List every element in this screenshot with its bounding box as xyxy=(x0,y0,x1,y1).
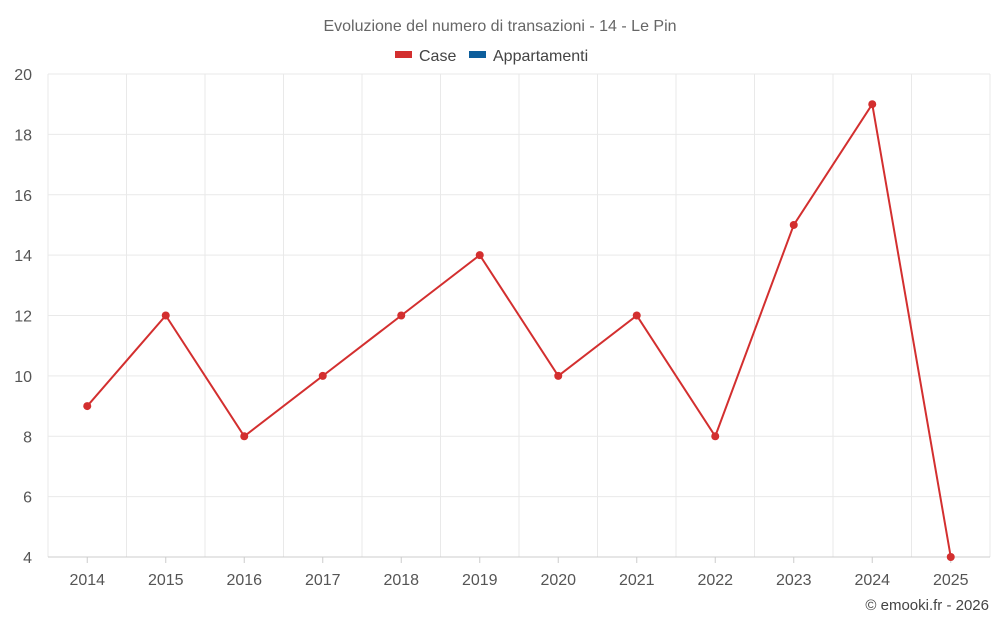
y-tick-label: 4 xyxy=(23,550,32,567)
data-point-case[interactable] xyxy=(240,432,249,441)
x-tick-label: 2020 xyxy=(540,572,576,589)
y-tick-label: 18 xyxy=(14,127,32,144)
data-point-case[interactable] xyxy=(83,402,92,411)
x-tick-label: 2017 xyxy=(305,572,341,589)
y-tick-label: 10 xyxy=(14,369,32,386)
x-tick-label: 2016 xyxy=(226,572,262,589)
data-point-case[interactable] xyxy=(318,371,327,380)
data-point-case[interactable] xyxy=(554,371,563,380)
legend-swatch-appartamenti xyxy=(469,51,486,58)
grid xyxy=(47,73,991,557)
data-point-case[interactable] xyxy=(946,553,955,561)
x-tick-label: 2014 xyxy=(69,572,105,589)
data-point-case[interactable] xyxy=(789,220,798,229)
data-point-case[interactable] xyxy=(868,100,877,109)
legend: Case Appartamenti xyxy=(395,48,588,65)
x-tick-label: 2025 xyxy=(933,572,969,589)
y-tick-label: 8 xyxy=(23,429,32,446)
y-tick-label: 12 xyxy=(14,309,32,326)
legend-swatch-case xyxy=(395,51,412,58)
axes: 4 6 8 10 12 14 16 18 20 2014 2015 2016 2017 2018 2019 2… xyxy=(14,67,990,589)
data-point-case[interactable] xyxy=(711,432,720,441)
y-tick-label: 6 xyxy=(23,490,32,507)
data-point-case[interactable] xyxy=(632,311,641,320)
legend-label-appartamenti: Appartamenti xyxy=(493,48,588,65)
data-point-case[interactable] xyxy=(475,251,484,260)
x-tick-label: 2018 xyxy=(383,572,419,589)
data-point-case[interactable] xyxy=(161,311,170,320)
legend-item-case[interactable]: Case xyxy=(395,48,456,65)
y-tick-label: 20 xyxy=(14,67,32,84)
data-point-case[interactable] xyxy=(397,311,406,320)
x-tick-label: 2023 xyxy=(776,572,812,589)
series-case xyxy=(83,100,955,561)
chart-title: Evoluzione del numero di transazioni - 1… xyxy=(323,18,676,35)
x-tick-label: 2015 xyxy=(148,572,184,589)
series-line-case xyxy=(86,101,952,558)
legend-item-appartamenti[interactable]: Appartamenti xyxy=(469,48,588,65)
y-tick-label: 14 xyxy=(14,248,32,265)
x-tick-label: 2022 xyxy=(697,572,733,589)
legend-label-case: Case xyxy=(419,48,456,65)
y-tick-label: 16 xyxy=(14,188,32,205)
x-tick-label: 2021 xyxy=(619,572,655,589)
x-tick-label: 2024 xyxy=(854,572,890,589)
x-tick-label: 2019 xyxy=(462,572,498,589)
credit-text: © emooki.fr - 2026 xyxy=(865,597,989,614)
